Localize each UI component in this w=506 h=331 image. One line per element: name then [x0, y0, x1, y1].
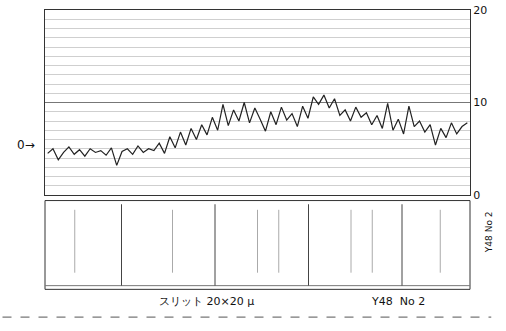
svg-text:Y48 No 2: Y48 No 2	[371, 295, 425, 308]
svg-text:0→: 0→	[17, 138, 35, 152]
svg-text:Y48 No 2: Y48 No 2	[484, 211, 494, 253]
svg-text:0: 0	[473, 189, 480, 202]
svg-text:スリット 20×20 μ: スリット 20×20 μ	[159, 295, 254, 308]
svg-text:10: 10	[473, 96, 487, 109]
svg-text:20: 20	[473, 4, 487, 17]
